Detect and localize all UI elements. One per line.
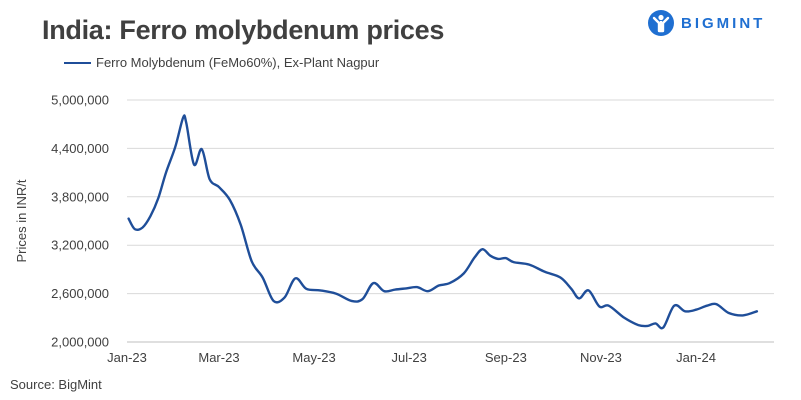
y-tick-label: 5,000,000 (51, 93, 109, 108)
x-tick-label: Jul-23 (391, 350, 426, 365)
x-tick-label: Sep-23 (485, 350, 527, 365)
legend-label: Ferro Molybdenum (FeMo60%), Ex-Plant Nag… (96, 55, 380, 70)
brand-name: BIGMINT (681, 14, 766, 32)
x-tick-label: May-23 (292, 350, 335, 365)
brand-logo: BIGMINT (647, 9, 797, 37)
x-tick-label: Nov-23 (580, 350, 622, 365)
x-tick-label: Jan-24 (676, 350, 716, 365)
y-tick-label: 4,400,000 (51, 141, 109, 156)
legend: Ferro Molybdenum (FeMo60%), Ex-Plant Nag… (64, 55, 379, 70)
legend-line-swatch (64, 61, 91, 64)
y-axis-title: Prices in INR/t (14, 179, 29, 262)
x-tick-label: Jan-23 (107, 350, 147, 365)
x-tick-label: Mar-23 (198, 350, 239, 365)
y-tick-label: 3,200,000 (51, 238, 109, 253)
series-line (127, 114, 759, 330)
y-tick-label: 2,600,000 (51, 286, 109, 301)
y-tick-label: 2,000,000 (51, 335, 109, 350)
person-arms-raised-logo-icon (648, 10, 674, 36)
chart-title: India: Ferro molybdenum prices (42, 15, 445, 45)
source-note: Source: BigMint (10, 377, 102, 392)
y-tick-label: 3,800,000 (51, 189, 109, 204)
